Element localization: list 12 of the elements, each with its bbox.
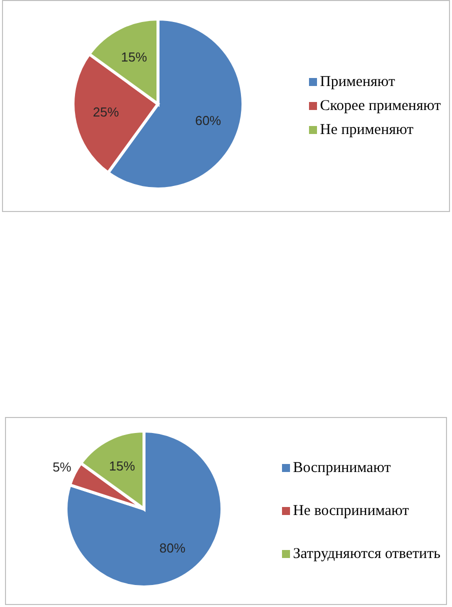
data-label: 80% — [159, 540, 186, 556]
legend-label: Не применяют — [320, 122, 414, 138]
data-label: 60% — [195, 112, 222, 128]
legend-label: Затрудняются ответить — [293, 546, 440, 562]
data-label: 25% — [92, 104, 120, 120]
data-label: 5% — [52, 460, 72, 475]
legend-label: Скорее применяют — [320, 98, 441, 114]
legend-label: Применяют — [320, 74, 395, 90]
legend-label: Не воспринимают — [293, 502, 409, 520]
data-label: 15% — [109, 458, 136, 474]
data-label: 15% — [121, 50, 148, 65]
legend-label: Воспринимают — [293, 460, 391, 476]
